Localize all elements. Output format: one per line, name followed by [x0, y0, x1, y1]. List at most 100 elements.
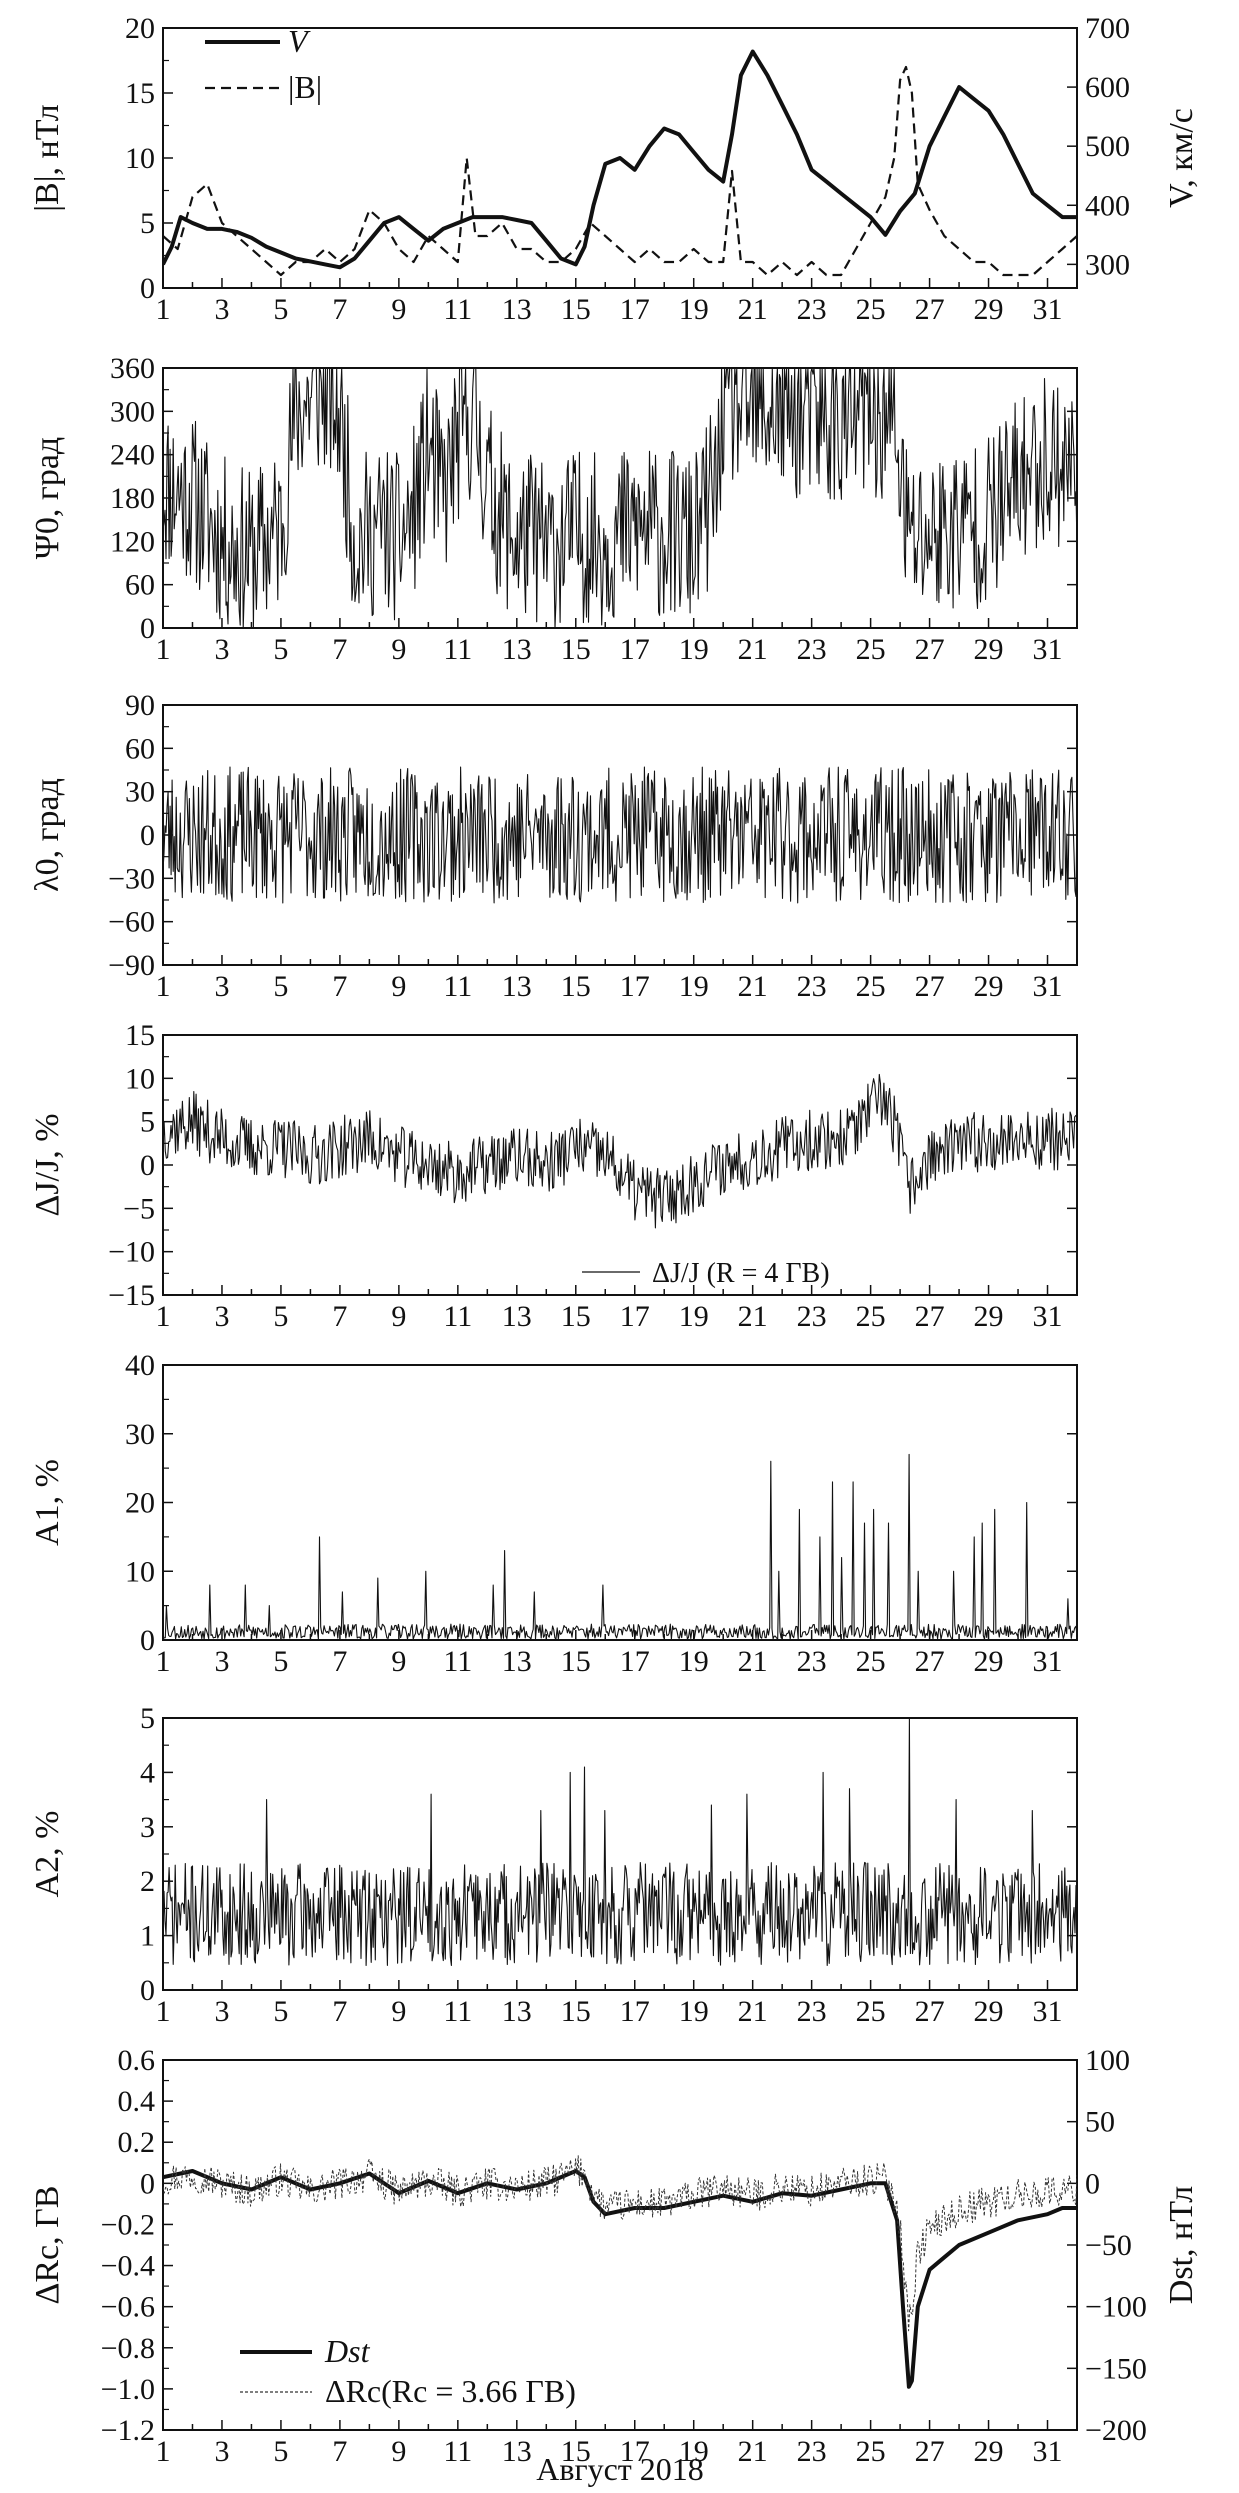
y-tick-label: 300	[110, 395, 155, 428]
series-line	[163, 2155, 1077, 2332]
y-tick-label: 0	[140, 819, 155, 852]
y-tick-label: −1.0	[101, 2373, 155, 2406]
x-tick-label: 3	[214, 1995, 229, 2028]
x-tick-label: 29	[974, 633, 1004, 666]
y-tick-label: 10	[125, 142, 155, 175]
x-tick-label: 19	[679, 1300, 709, 1333]
x-tick-label: 13	[502, 970, 532, 1003]
x-tick-label: 5	[273, 1995, 288, 2028]
y-tick-label: 30	[125, 1418, 155, 1451]
series-line	[163, 65, 1077, 277]
y-tick-label: 90	[125, 689, 155, 722]
x-tick-label: 3	[214, 1300, 229, 1333]
y2-tick-label: −200	[1085, 2414, 1147, 2447]
x-tick-label: 3	[214, 2435, 229, 2468]
x-tick-label: 17	[620, 1300, 650, 1333]
x-tick-label: 1	[156, 633, 171, 666]
series-group	[163, 2155, 1077, 2389]
x-tick-label: 31	[1033, 1300, 1063, 1333]
y-tick-label: 20	[125, 12, 155, 45]
series-group	[163, 1453, 1077, 1640]
y-tick-label: 2	[140, 1865, 155, 1898]
y2-tick-label: −150	[1085, 2352, 1147, 2385]
x-tick-label: 21	[738, 1300, 768, 1333]
y-tick-label: 0	[140, 1149, 155, 1182]
x-tick-label: 15	[561, 970, 591, 1003]
x-tick-label: 21	[738, 1995, 768, 2028]
series-group	[163, 1718, 1077, 1967]
y-axis-label: A1, %	[29, 1459, 66, 1546]
panel-p5: 1 3 5 7 9 11 13 15 17 19 21 23 25 27 29 31010203040A1, …	[29, 1349, 1078, 1678]
x-tick-label: 29	[974, 2435, 1004, 2468]
x-tick-label: 31	[1033, 293, 1063, 326]
y-tick-label: 0	[140, 1974, 155, 2007]
x-tick-label: 5	[273, 1300, 288, 1333]
x-tick-label: 9	[391, 2435, 406, 2468]
x-tick-label: 15	[561, 1995, 591, 2028]
x-tick-label: 31	[1033, 1645, 1063, 1678]
x-tick-label: 7	[332, 1645, 347, 1678]
x-tick-label: 1	[156, 1300, 171, 1333]
x-tick-label: 31	[1033, 633, 1063, 666]
y2-tick-label: 50	[1085, 2106, 1115, 2139]
series-group	[163, 1073, 1077, 1229]
x-tick-label: 11	[443, 2435, 472, 2468]
x-tick-label: 23	[797, 1300, 827, 1333]
legend-label-v: V	[288, 23, 311, 59]
y-tick-label: 240	[110, 439, 155, 472]
legend-label-b: |B|	[288, 69, 322, 105]
x-tick-label: 1	[156, 1645, 171, 1678]
x-tick-label: 17	[620, 1995, 650, 2028]
series-group	[163, 766, 1077, 904]
x-tick-label: 11	[443, 1645, 472, 1678]
series-line	[163, 1073, 1077, 1229]
panel-p4: 1 3 5 7 9 11 13 15 17 19 21 23 25 27 29 31−15−10−505101…	[29, 1019, 1078, 1333]
panel-p2: 1 3 5 7 9 11 13 15 17 19 21 23 25 27 29 310601201802403…	[29, 352, 1078, 666]
y-tick-label: 10	[125, 1555, 155, 1588]
x-tick-label: 25	[856, 633, 886, 666]
x-tick-label: 29	[974, 970, 1004, 1003]
x-tick-label: 9	[391, 1300, 406, 1333]
y-tick-label: 30	[125, 776, 155, 809]
series-line	[163, 2169, 1077, 2389]
x-tick-label: 13	[502, 293, 532, 326]
x-tick-label: 23	[797, 633, 827, 666]
x-tick-label: 7	[332, 293, 347, 326]
y-tick-label: 0	[140, 612, 155, 645]
y-tick-label: 10	[125, 1062, 155, 1095]
series-group	[163, 368, 1077, 628]
x-tick-label: 19	[679, 1995, 709, 2028]
y-tick-label: −0.8	[101, 2332, 155, 2365]
x-tick-label: 15	[561, 293, 591, 326]
plot-frame	[162, 2059, 1078, 2431]
x-tick-label: 17	[620, 1645, 650, 1678]
x-tick-label: 31	[1033, 1995, 1063, 2028]
x-tick-label: 7	[332, 1300, 347, 1333]
x-tick-label: 21	[738, 2435, 768, 2468]
y-axis-label: Ψ0, град	[29, 437, 66, 559]
x-tick-label: 1	[156, 2435, 171, 2468]
y-tick-label: −15	[108, 1279, 155, 1312]
y2-tick-label: 600	[1085, 71, 1130, 104]
x-tick-label: 7	[332, 2435, 347, 2468]
y-tick-label: 5	[140, 1106, 155, 1139]
plot-frame	[162, 1364, 1078, 1641]
y-tick-label: 40	[125, 1349, 155, 1382]
x-tick-label: 27	[915, 633, 945, 666]
y-tick-label: 5	[140, 1702, 155, 1735]
y2-tick-label: 100	[1085, 2044, 1130, 2077]
x-tick-label: 23	[797, 1645, 827, 1678]
x-tick-label: 13	[502, 1645, 532, 1678]
x-tick-label: 25	[856, 1645, 886, 1678]
x-tick-label: 27	[915, 293, 945, 326]
x-tick-label: 25	[856, 1300, 886, 1333]
y-tick-label: −60	[108, 906, 155, 939]
x-tick-label: 11	[443, 970, 472, 1003]
x-tick-label: 13	[502, 1300, 532, 1333]
x-tick-label: 11	[443, 633, 472, 666]
x-tick-label: 23	[797, 1995, 827, 2028]
x-tick-label: 13	[502, 1995, 532, 2028]
x-tick-label: 5	[273, 970, 288, 1003]
x-tick-label: 27	[915, 1645, 945, 1678]
